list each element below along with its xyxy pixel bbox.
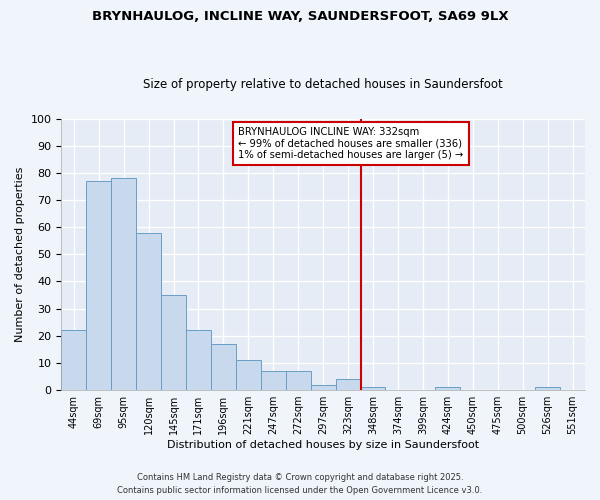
Text: BRYNHAULOG INCLINE WAY: 332sqm
← 99% of detached houses are smaller (336)
1% of : BRYNHAULOG INCLINE WAY: 332sqm ← 99% of …: [238, 126, 464, 160]
Bar: [186, 330, 211, 390]
Text: BRYNHAULOG, INCLINE WAY, SAUNDERSFOOT, SA69 9LX: BRYNHAULOG, INCLINE WAY, SAUNDERSFOOT, S…: [92, 10, 508, 23]
Y-axis label: Number of detached properties: Number of detached properties: [15, 166, 25, 342]
Bar: [161, 295, 186, 390]
Text: Contains HM Land Registry data © Crown copyright and database right 2025.
Contai: Contains HM Land Registry data © Crown c…: [118, 474, 482, 495]
Bar: [86, 181, 111, 390]
Bar: [61, 330, 86, 390]
X-axis label: Distribution of detached houses by size in Saundersfoot: Distribution of detached houses by size …: [167, 440, 479, 450]
Bar: [136, 232, 161, 390]
Bar: [311, 384, 335, 390]
Bar: [335, 379, 361, 390]
Bar: [535, 388, 560, 390]
Bar: [211, 344, 236, 390]
Bar: [286, 371, 311, 390]
Bar: [361, 388, 385, 390]
Bar: [236, 360, 261, 390]
Title: Size of property relative to detached houses in Saundersfoot: Size of property relative to detached ho…: [143, 78, 503, 91]
Bar: [111, 178, 136, 390]
Bar: [436, 388, 460, 390]
Bar: [261, 371, 286, 390]
